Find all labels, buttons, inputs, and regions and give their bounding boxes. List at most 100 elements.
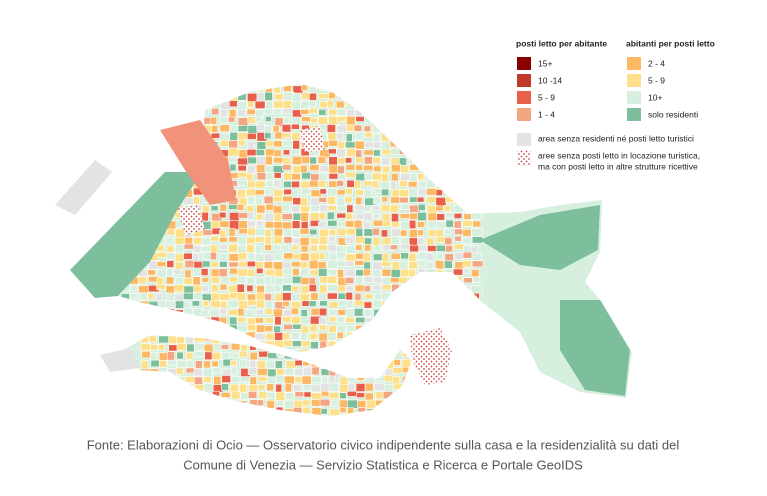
parcel [193,196,200,205]
parcel [283,323,294,330]
parcel [336,205,348,212]
parcel [336,116,347,123]
parcel [461,347,473,356]
parcel [445,276,453,284]
parcel [140,368,151,377]
parcel [193,85,201,93]
parcel [308,300,317,307]
parcel [254,333,266,341]
parcel [354,308,364,317]
parcel [156,325,165,331]
parcel [294,359,303,367]
parcel [228,261,239,268]
parcel [275,406,284,413]
parcel [435,100,445,109]
parcel [389,125,398,135]
area-residents [70,172,200,298]
parcel [355,196,363,205]
parcel [435,309,447,319]
parcel [175,100,184,110]
parcel [408,132,416,143]
parcel [328,391,340,400]
parcel [139,325,147,333]
parcel [308,284,317,292]
parcel [264,325,274,332]
parcel [164,99,176,109]
parcel [417,117,426,125]
parcel [472,99,481,108]
parcel [328,382,339,392]
parcel [210,220,221,229]
parcel [221,414,231,416]
parcel [462,220,473,227]
parcel [373,309,384,319]
parcel [372,299,382,308]
parcel [258,350,269,358]
parcel [344,171,357,178]
parcel [329,408,340,416]
parcel [371,85,384,91]
parcel [249,399,258,408]
parcel [384,415,395,416]
parcel [463,267,471,274]
parcel [355,244,363,251]
parcel [310,292,319,301]
parcel [471,155,481,164]
parcel [147,269,156,276]
parcel [363,212,373,221]
parcel [317,116,328,125]
parcel [320,408,328,415]
parcel [328,139,338,147]
parcel [258,391,269,400]
parcel [210,84,221,94]
parcel [283,188,293,195]
parcel [310,117,318,124]
parcel [344,260,355,267]
parcel [390,236,401,245]
parcel [318,172,328,182]
parcel [300,316,312,325]
parcel [426,261,434,270]
parcel [326,211,335,220]
parcel [445,101,457,108]
parcel [147,148,157,155]
parcel [310,244,318,252]
parcel [263,300,274,309]
parcel [211,324,223,331]
parcel [284,408,295,416]
parcel [366,408,376,416]
parcel [266,344,273,352]
parcel [390,340,399,349]
parcel [139,109,149,119]
parcel [120,300,130,310]
parcel [157,85,165,93]
parcel [237,101,247,111]
parcel [364,293,374,300]
parcel [409,301,420,308]
parcel [391,228,402,238]
parcel [173,284,186,293]
parcel [391,213,399,223]
parcel [210,300,222,308]
parcel [240,400,247,409]
parcel [346,331,355,339]
parcel [230,400,242,410]
legend-item: 10 -14 [538,75,562,85]
parcel [471,323,481,334]
legend-swatch [517,150,531,166]
legend-swatch [627,108,641,121]
parcel [363,149,375,156]
parcel [402,384,411,394]
parcel [231,391,241,400]
parcel [272,308,283,318]
parcel [326,292,338,300]
parcel [265,180,274,187]
parcel [390,252,401,260]
parcel [416,260,426,267]
parcel [380,116,390,124]
parcel [427,212,438,221]
parcel [309,100,317,108]
parcel [318,268,328,278]
parcel [284,375,295,385]
parcel [273,228,284,238]
